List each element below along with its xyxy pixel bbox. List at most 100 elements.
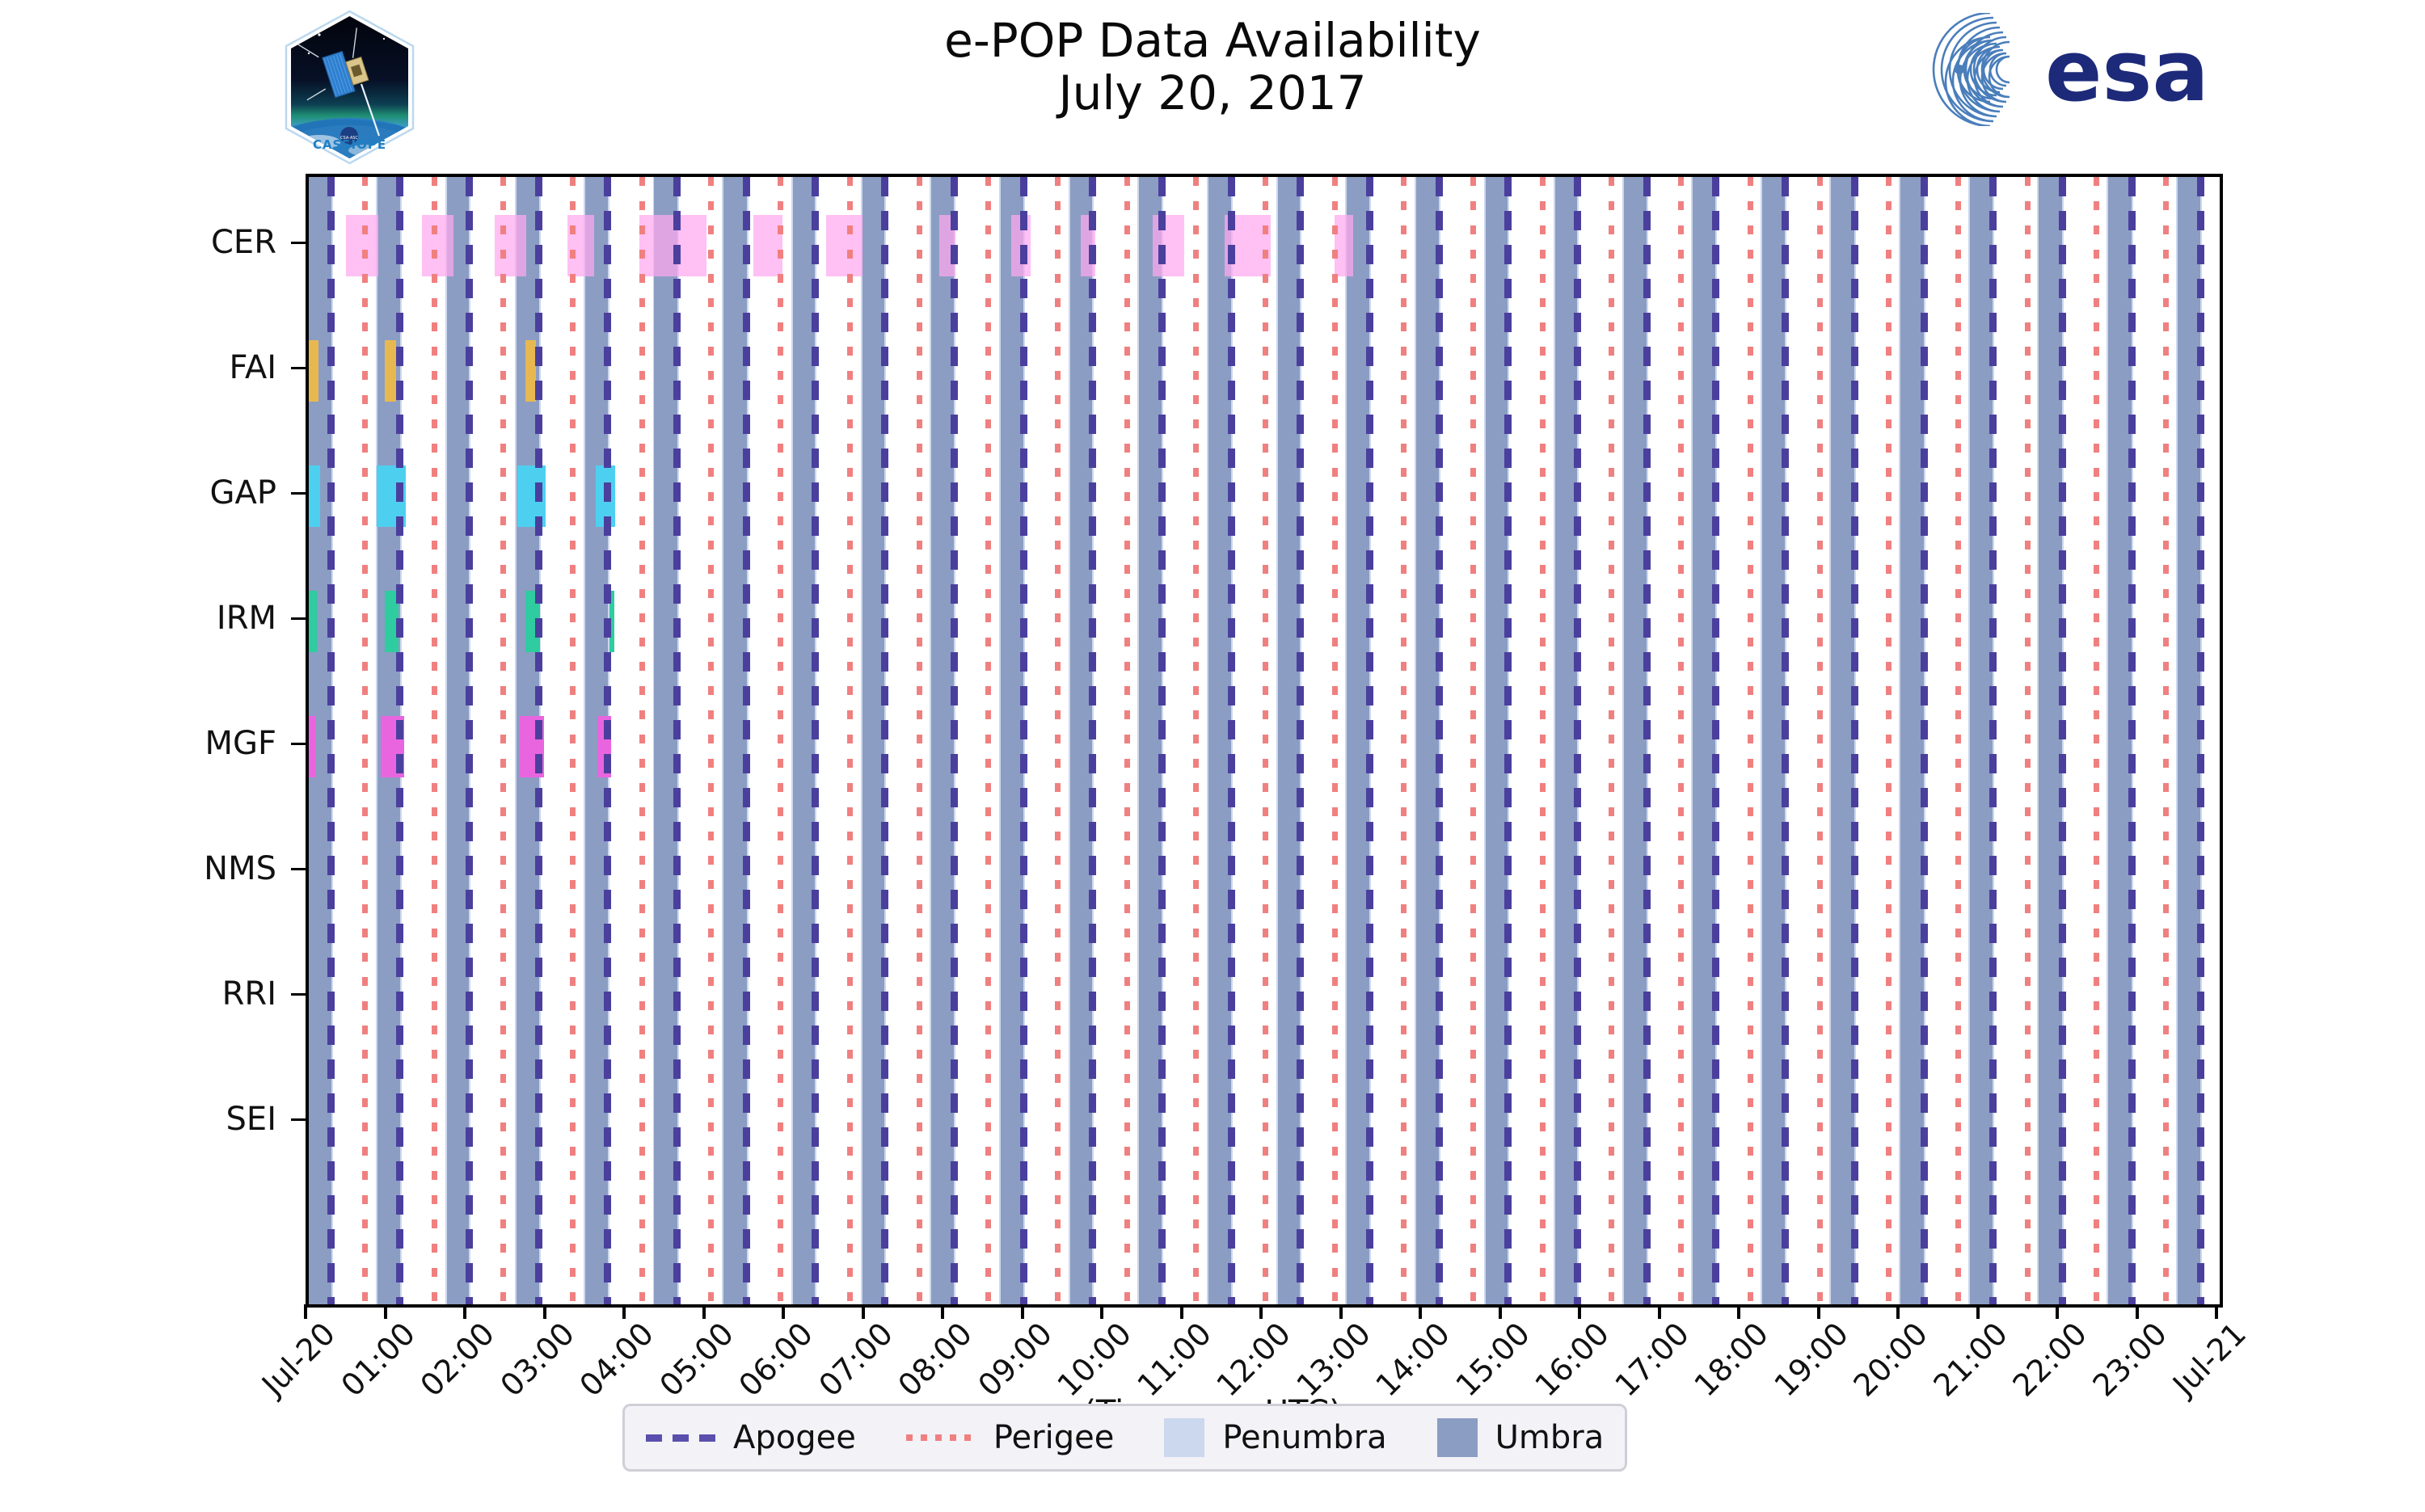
perigee-marker-line — [1747, 177, 1753, 1304]
perigee-marker-line — [916, 177, 922, 1304]
umbra-band — [1831, 177, 1854, 1304]
cassiope-mission-logo: CSA·ASC CASSIOPE — [271, 6, 428, 168]
data-availability-bar — [1153, 215, 1185, 277]
perigee-marker-line — [778, 177, 784, 1304]
legend-label: Penumbra — [1222, 1419, 1387, 1456]
perigee-marker-line — [985, 177, 992, 1304]
x-tick-mark — [1896, 1304, 1900, 1319]
perigee-marker-line — [1678, 177, 1685, 1304]
umbra-band — [1347, 177, 1370, 1304]
umbra-band — [862, 177, 885, 1304]
perigee-marker-line — [2163, 177, 2170, 1304]
umbra-band — [2039, 177, 2062, 1304]
legend-swatch-penumbra-icon — [1164, 1418, 1205, 1457]
umbra-band — [1208, 177, 1231, 1304]
data-availability-bar — [309, 591, 317, 653]
apogee-marker-line — [1227, 177, 1235, 1304]
legend-swatch-apogee-icon — [646, 1434, 715, 1442]
y-tick-mark — [291, 993, 306, 996]
x-tick-mark — [2215, 1304, 2218, 1319]
legend-label: Apogee — [733, 1419, 856, 1456]
x-tick-mark — [304, 1304, 307, 1319]
chart-title-block: e-POP Data Availability July 20, 2017 — [728, 15, 1698, 120]
timeline-plot-area — [309, 177, 2220, 1304]
apogee-marker-line — [604, 177, 612, 1304]
perigee-marker-line — [846, 177, 853, 1304]
esa-logo: esa — [1916, 13, 2271, 126]
umbra-band — [1761, 177, 1786, 1304]
chart-title-line-2: July 20, 2017 — [1058, 65, 1367, 120]
y-tick-label-nms: NMS — [204, 850, 276, 888]
data-availability-bar — [609, 591, 615, 653]
x-tick-mark — [1737, 1304, 1740, 1319]
apogee-marker-line — [1712, 177, 1720, 1304]
timeline-plot-frame: Apogee Perigee Penumbra Umbra — [306, 174, 2223, 1472]
umbra-band — [447, 177, 469, 1304]
perigee-marker-line — [2024, 177, 2031, 1304]
apogee-marker-line — [881, 177, 889, 1304]
perigee-marker-line — [1609, 177, 1615, 1304]
perigee-marker-line — [361, 177, 368, 1304]
apogee-marker-line — [1089, 177, 1097, 1304]
umbra-band — [2108, 177, 2132, 1304]
esa-wordmark: esa — [2045, 22, 2209, 120]
y-tick-mark — [291, 743, 306, 746]
data-availability-bar — [309, 465, 320, 528]
perigee-marker-line — [1193, 177, 1200, 1304]
x-tick-mark — [1498, 1304, 1502, 1319]
umbra-band — [1554, 177, 1578, 1304]
perigee-marker-line — [1539, 177, 1546, 1304]
perigee-marker-line — [1470, 177, 1477, 1304]
cassiope-logo-caption: CASSIOPE — [313, 137, 386, 152]
umbra-band — [1624, 177, 1647, 1304]
apogee-marker-line — [742, 177, 750, 1304]
esa-swirl-icon — [1932, 13, 2010, 126]
perigee-marker-line — [1054, 177, 1061, 1304]
legend-entry-umbra[interactable]: Umbra — [1436, 1418, 1604, 1457]
umbra-band — [1277, 177, 1301, 1304]
perigee-marker-line — [1124, 177, 1130, 1304]
data-availability-bar — [494, 215, 526, 277]
legend-entry-perigee[interactable]: Perigee — [905, 1419, 1114, 1456]
x-tick-mark — [1976, 1304, 1980, 1319]
x-tick-mark — [383, 1304, 387, 1319]
umbra-band — [1485, 177, 1508, 1304]
legend-swatch-perigee-icon — [905, 1434, 976, 1441]
umbra-band — [2177, 177, 2201, 1304]
x-tick-mark — [861, 1304, 865, 1319]
y-tick-mark — [291, 367, 306, 370]
apogee-marker-line — [673, 177, 681, 1304]
apogee-marker-line — [1574, 177, 1582, 1304]
apogee-marker-line — [1019, 177, 1027, 1304]
y-tick-label-mgf: MGF — [205, 725, 276, 763]
data-availability-bar — [309, 340, 318, 402]
legend-swatch-umbra-icon — [1436, 1418, 1478, 1457]
y-tick-mark — [291, 617, 306, 621]
data-availability-bar — [309, 716, 315, 778]
x-tick-mark — [622, 1304, 626, 1319]
apogee-marker-line — [2197, 177, 2205, 1304]
y-tick-label-irm: IRM — [216, 600, 276, 638]
y-tick-label-rri: RRI — [221, 975, 276, 1013]
x-tick-mark — [1259, 1304, 1263, 1319]
apogee-marker-line — [2128, 177, 2136, 1304]
x-tick-mark — [702, 1304, 706, 1319]
perigee-marker-line — [708, 177, 715, 1304]
legend-entry-apogee[interactable]: Apogee — [646, 1419, 856, 1456]
x-tick-mark — [1578, 1304, 1581, 1319]
apogee-marker-line — [812, 177, 820, 1304]
x-tick-mark — [463, 1304, 466, 1319]
umbra-band — [792, 177, 816, 1304]
x-tick-mark — [2135, 1304, 2139, 1319]
legend-entry-penumbra[interactable]: Penumbra — [1164, 1418, 1387, 1457]
perigee-marker-line — [1955, 177, 1961, 1304]
x-tick-mark — [542, 1304, 546, 1319]
umbra-band — [1692, 177, 1716, 1304]
x-tick-mark — [1657, 1304, 1661, 1319]
y-tick-mark — [291, 868, 306, 871]
data-availability-bar — [639, 215, 707, 277]
x-tick-mark — [782, 1304, 785, 1319]
y-tick-mark — [291, 242, 306, 245]
x-tick-mark — [1020, 1304, 1024, 1319]
apogee-marker-line — [1504, 177, 1512, 1304]
